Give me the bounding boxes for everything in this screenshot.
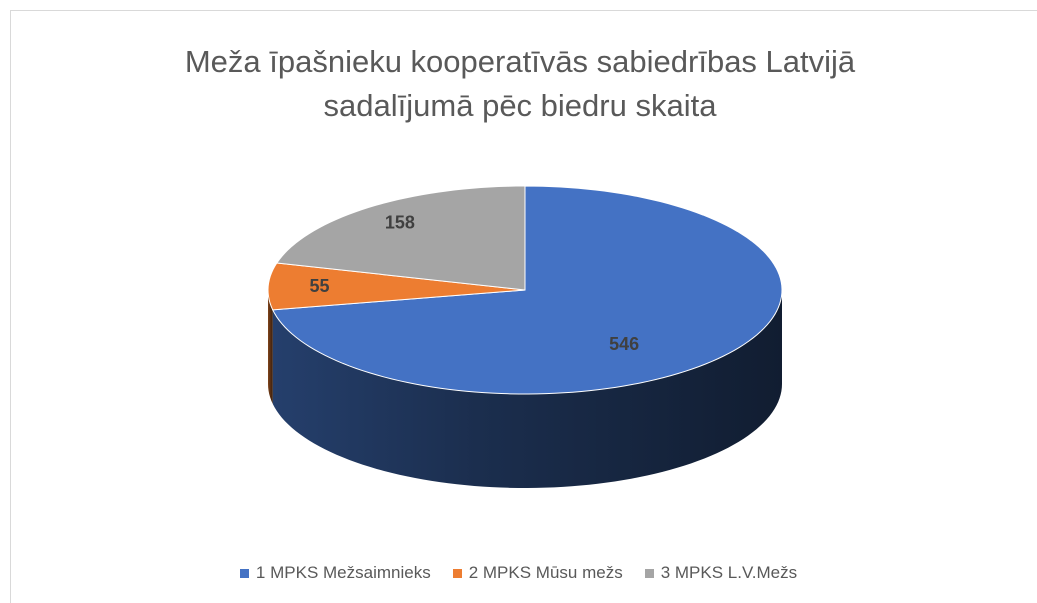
slice (275, 185, 526, 291)
legend-label: 2 MPKS Mūsu mežs (468, 563, 623, 582)
slice (271, 185, 783, 395)
legend-item: 3 MPKS L.V.Mežs (644, 563, 798, 583)
data-label: 55 (310, 276, 330, 296)
data-label: 546 (609, 334, 639, 354)
legend: 1 MPKS Mežsaimnieks 2 MPKS Mūsu mežs 3 MPK… (0, 563, 1037, 583)
data-label: 158 (385, 213, 415, 233)
slice-side (268, 290, 273, 404)
chart-frame (10, 10, 1037, 603)
legend-item: 1 MPKS Mežsaimnieks (239, 563, 431, 583)
legend-item: 2 MPKS Mūsu mežs (452, 563, 623, 583)
slice-side (272, 290, 782, 488)
legend-label: 1 MPKS Mežsaimnieks (255, 563, 431, 582)
legend-swatch (644, 568, 654, 578)
chart-title: Meža īpašnieku kooperatīvās sabiedrības … (184, 44, 856, 123)
slice (267, 262, 526, 311)
legend-swatch (239, 568, 249, 578)
legend-label: 3 MPKS L.V.Mežs (660, 563, 798, 582)
legend-swatch (452, 568, 462, 578)
